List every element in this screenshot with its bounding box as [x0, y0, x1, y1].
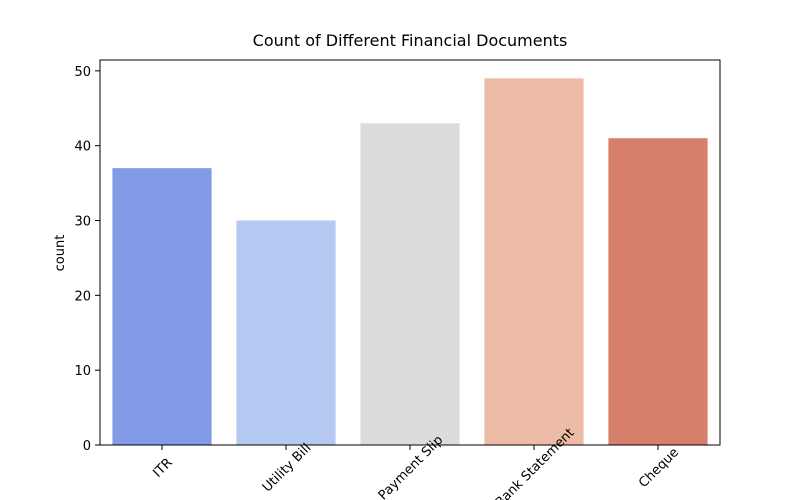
bar [484, 78, 584, 445]
bar [360, 123, 460, 445]
x-tick-label: Utility Bill [260, 441, 315, 496]
x-tick-label: ITR [150, 455, 175, 480]
chart-title: Count of Different Financial Documents [253, 31, 568, 50]
bar [236, 220, 336, 445]
x-tick-label: Cheque [636, 445, 682, 491]
plot-frame [99, 59, 721, 446]
y-tick-label: 30 [74, 215, 91, 230]
y-tick-label: 50 [74, 65, 91, 80]
y-tick-label: 20 [74, 289, 91, 304]
bar [112, 168, 212, 445]
y-tick-label: 10 [74, 364, 91, 379]
bar [608, 138, 708, 446]
y-axis-label: count [53, 235, 68, 272]
y-tick-label: 0 [83, 439, 91, 454]
y-tick-label: 40 [74, 140, 91, 155]
